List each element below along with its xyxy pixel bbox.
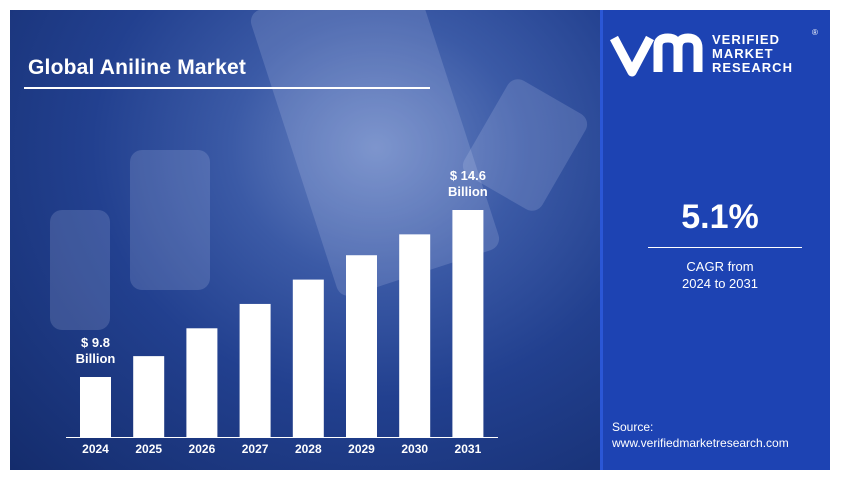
- x-tick-label: 2025: [135, 442, 162, 456]
- x-tick-label: 2026: [189, 442, 216, 456]
- bar-2029: [346, 255, 377, 437]
- cagr-value: 5.1%: [681, 198, 759, 236]
- x-tick-label: 2029: [348, 442, 375, 456]
- registered-mark: ®: [812, 28, 818, 37]
- brand-line-1: VERIFIED: [712, 32, 780, 47]
- data-label-unit-2024: Billion: [76, 351, 116, 366]
- x-tick-label: 2030: [401, 442, 428, 456]
- x-tick-label: 2027: [242, 442, 269, 456]
- bar-2025: [133, 356, 165, 437]
- brand-line-3: RESEARCH: [712, 60, 793, 75]
- cagr-label-line-1: CAGR from: [686, 259, 754, 274]
- data-label-unit-2031: Billion: [448, 184, 488, 199]
- source-url: www.verifiedmarketresearch.com: [612, 436, 789, 450]
- bar-2030: [399, 234, 431, 437]
- data-label-value-2031: $ 14.6: [450, 168, 486, 183]
- vmr-logo-icon: [610, 33, 703, 77]
- x-tick-label: 2028: [295, 442, 322, 456]
- title-underline: [24, 87, 430, 89]
- side-panel: [600, 10, 830, 470]
- cagr-divider: [648, 247, 802, 248]
- bar-2028: [292, 279, 324, 437]
- cagr-label-line-2: 2024 to 2031: [682, 276, 758, 291]
- bar-2027: [239, 303, 271, 437]
- brand-line-2: MARKET: [712, 46, 774, 61]
- chart-title: Global Aniline Market: [28, 56, 247, 79]
- source-label: Source:: [612, 420, 654, 434]
- x-tick-label: 2031: [455, 442, 482, 456]
- x-tick-label: 2024: [82, 442, 109, 456]
- bar-2031: [452, 210, 484, 437]
- bar-2024: [80, 377, 111, 437]
- data-label-value-2024: $ 9.8: [81, 335, 110, 350]
- bar-2026: [186, 328, 218, 437]
